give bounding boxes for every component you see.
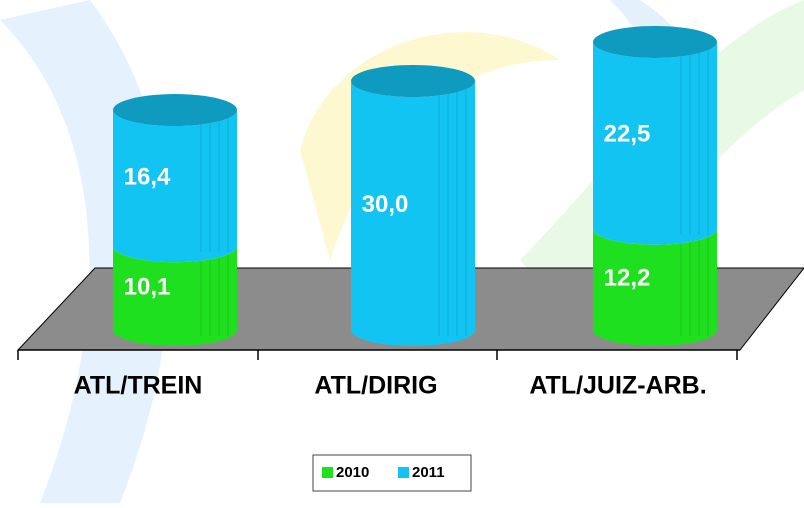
value-label: 22,5	[604, 121, 651, 148]
chart: 10,116,40.030,012,222,5 20102011 ATL/TRE…	[0, 0, 804, 503]
value-label: 30,0	[362, 191, 409, 218]
x-tick-label: ATL/TREIN	[74, 372, 203, 400]
x-tick-label: ATL/JUIZ-ARB.	[529, 372, 706, 400]
value-label: 16,4	[124, 163, 171, 190]
cylinder-top	[113, 94, 237, 126]
plot-area: 10,116,40.030,012,222,5	[113, 26, 717, 346]
legend-swatch	[322, 467, 333, 478]
x-tick-label: ATL/DIRIG	[314, 372, 437, 400]
value-label: 10,1	[124, 273, 171, 300]
legend: 2010 2011	[313, 455, 471, 491]
cylinder-top	[351, 65, 475, 97]
legend-swatch	[398, 467, 409, 478]
legend-label: 2011	[412, 464, 445, 481]
cylinder-top	[593, 26, 717, 58]
legend-label: 2010	[336, 464, 369, 481]
value-label: 12,2	[604, 265, 651, 292]
